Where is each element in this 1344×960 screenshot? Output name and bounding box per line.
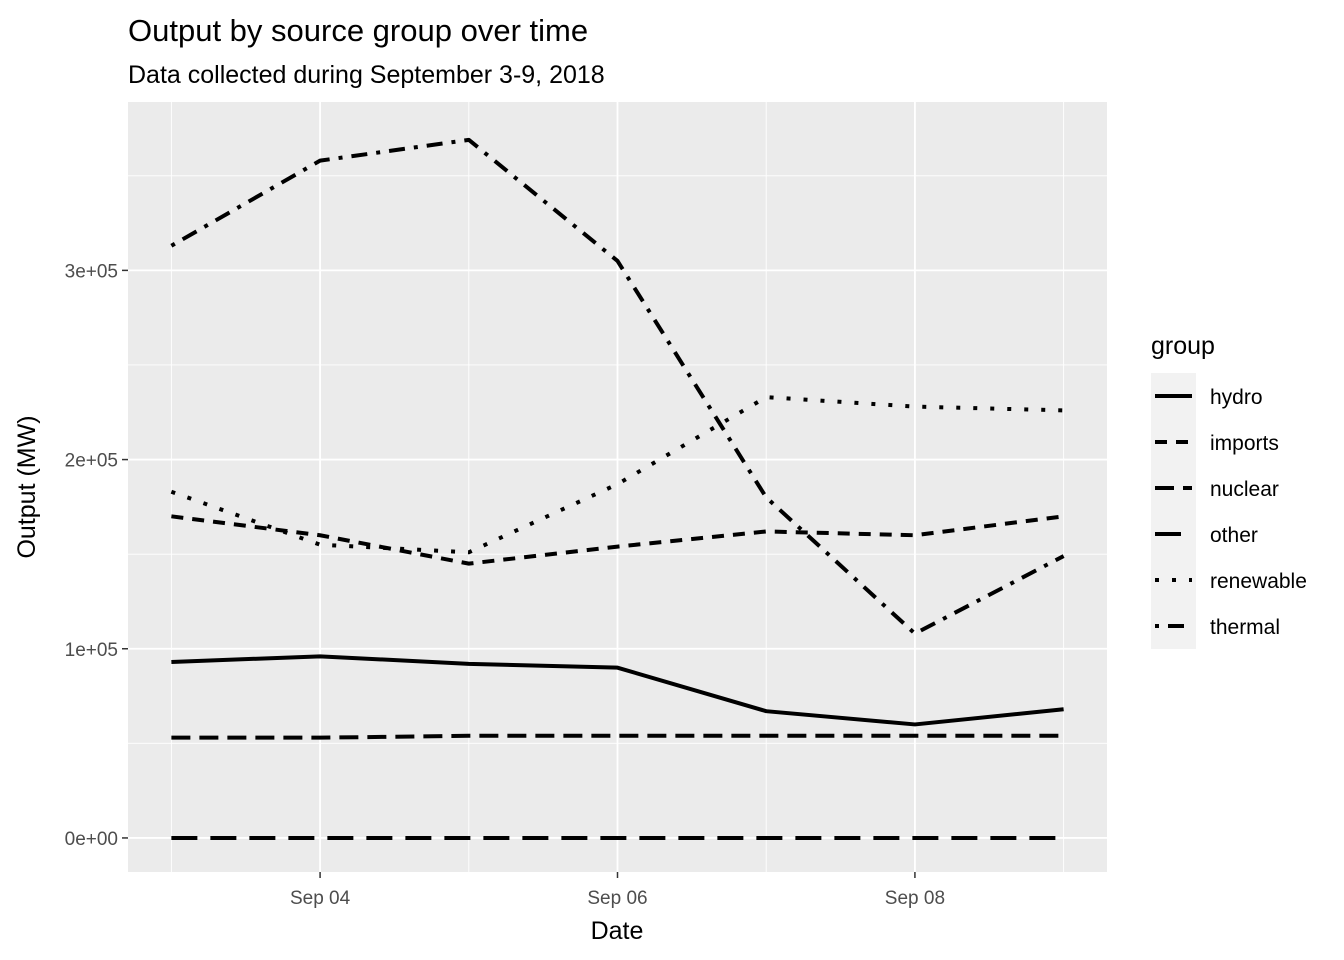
series-line-hydro (171, 654, 1064, 727)
x-axis: Sep 04 Sep 06 Sep 08 (290, 872, 945, 909)
y-tick-label: 3e+05 (65, 261, 118, 282)
x-axis-title: Date (591, 917, 644, 945)
x-tick-label: Sep 08 (885, 888, 945, 909)
legend-label-hydro: hydro (1210, 386, 1263, 409)
legend-label-renewable: renewable (1210, 570, 1307, 593)
series-line-imports (171, 514, 1064, 566)
y-axis-title: Output (MW) (13, 415, 41, 558)
legend-title: group (1151, 332, 1215, 360)
chart-subtitle: Data collected during September 3-9, 201… (128, 61, 605, 89)
x-tick-label: Sep 04 (290, 888, 351, 909)
x-tick-label: Sep 06 (587, 888, 647, 909)
legend-label-nuclear: nuclear (1210, 478, 1279, 501)
legend-items: hydro imports nuclear other renewable thermal (1151, 373, 1307, 649)
y-tick-label: 0e+00 (65, 829, 118, 850)
legend-label-imports: imports (1210, 432, 1279, 455)
series-lines (170, 137, 1065, 840)
chart-title: Output by source group over time (128, 13, 588, 48)
legend-label-thermal: thermal (1210, 616, 1280, 639)
series-line-nuclear (171, 733, 1064, 740)
y-tick-label: 2e+05 (65, 451, 118, 472)
y-tick-label: 1e+05 (65, 640, 118, 661)
legend: group hydro imports nuclear other renewable t… (1151, 332, 1307, 649)
y-axis: 0e+00 1e+05 2e+05 3e+05 (65, 261, 128, 850)
series-line-thermal (170, 137, 1065, 636)
legend-label-other: other (1210, 524, 1258, 547)
